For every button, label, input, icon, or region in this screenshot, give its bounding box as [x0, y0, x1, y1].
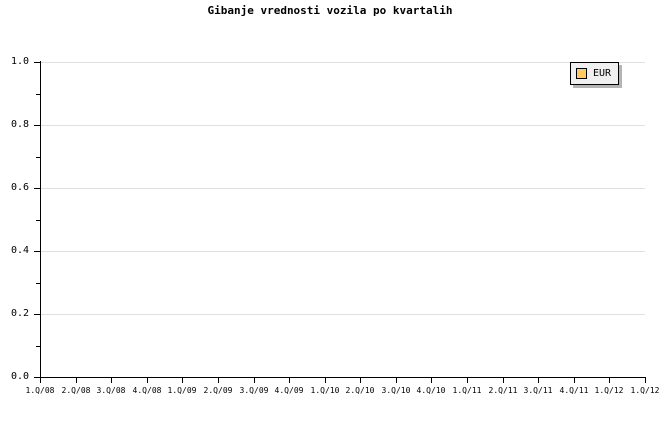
x-axis-label: 1.Q/09 [167, 386, 197, 395]
x-axis-label: 2.Q/10 [345, 386, 375, 395]
gridline [41, 314, 645, 315]
gridline [41, 251, 645, 252]
x-axis-label: 1.Q/08 [25, 386, 55, 395]
y-axis-label: 0.6 [10, 182, 29, 193]
x-axis-label: 4.Q/08 [132, 386, 162, 395]
x-axis-tick [467, 378, 468, 383]
x-axis-label: 1.Q/12 [630, 386, 660, 395]
y-axis-label: 1.0 [10, 56, 29, 67]
x-axis-label: 4.Q/09 [274, 386, 304, 395]
x-axis-label: 3.Q/08 [96, 386, 126, 395]
x-axis-tick [289, 378, 290, 383]
x-axis-tick [574, 378, 575, 383]
plot-background [40, 62, 645, 377]
x-axis-tick [431, 378, 432, 383]
x-axis-tick [609, 378, 610, 383]
x-axis-tick [40, 378, 41, 383]
y-axis-tick [34, 314, 40, 315]
y-axis-tick [34, 188, 40, 189]
y-axis-tick [34, 62, 40, 63]
legend-label-eur: EUR [593, 68, 612, 79]
x-axis-label: 3.Q/10 [381, 386, 411, 395]
x-axis-tick [645, 378, 646, 383]
x-axis-tick [147, 378, 148, 383]
x-axis-label: 3.Q/09 [239, 386, 269, 395]
y-axis-minor-tick [36, 94, 40, 95]
x-axis-tick [538, 378, 539, 383]
legend-swatch-eur [576, 68, 587, 79]
y-axis-label: 0.4 [10, 245, 29, 256]
x-axis-tick [503, 378, 504, 383]
gridline [41, 188, 645, 189]
y-axis-minor-tick [36, 283, 40, 284]
y-axis-label: 0.0 [10, 371, 29, 382]
x-axis-line [40, 377, 646, 378]
plot-area [40, 62, 645, 377]
y-axis-tick [34, 125, 40, 126]
x-axis-label: 2.Q/11 [488, 386, 518, 395]
x-axis-tick [360, 378, 361, 383]
y-axis-minor-tick [36, 157, 40, 158]
x-axis-label: 4.Q/10 [416, 386, 446, 395]
x-axis-tick [396, 378, 397, 383]
y-axis-minor-tick [36, 220, 40, 221]
y-axis-label: 0.2 [10, 308, 29, 319]
x-axis-label: 1.Q/11 [452, 386, 482, 395]
y-axis-label: 0.8 [10, 119, 29, 130]
x-axis-tick [76, 378, 77, 383]
x-axis-label: 2.Q/08 [61, 386, 91, 395]
x-axis-tick [254, 378, 255, 383]
x-axis-tick [325, 378, 326, 383]
y-axis-line [40, 61, 41, 378]
x-axis-tick [182, 378, 183, 383]
gridline [41, 62, 645, 63]
y-axis-tick [34, 377, 40, 378]
gridline [41, 125, 645, 126]
x-axis-label: 1.Q/10 [310, 386, 340, 395]
x-axis-label: 2.Q/09 [203, 386, 233, 395]
x-axis-tick [111, 378, 112, 383]
y-axis-minor-tick [36, 346, 40, 347]
y-axis-tick [34, 251, 40, 252]
x-axis-label: 4.Q/11 [559, 386, 589, 395]
x-axis-tick [218, 378, 219, 383]
chart-legend[interactable]: EUR [570, 62, 620, 85]
x-axis-label: 1.Q/12 [594, 386, 624, 395]
x-axis-label: 3.Q/11 [523, 386, 553, 395]
chart-title: Gibanje vrednosti vozila po kvartalih [207, 4, 453, 17]
